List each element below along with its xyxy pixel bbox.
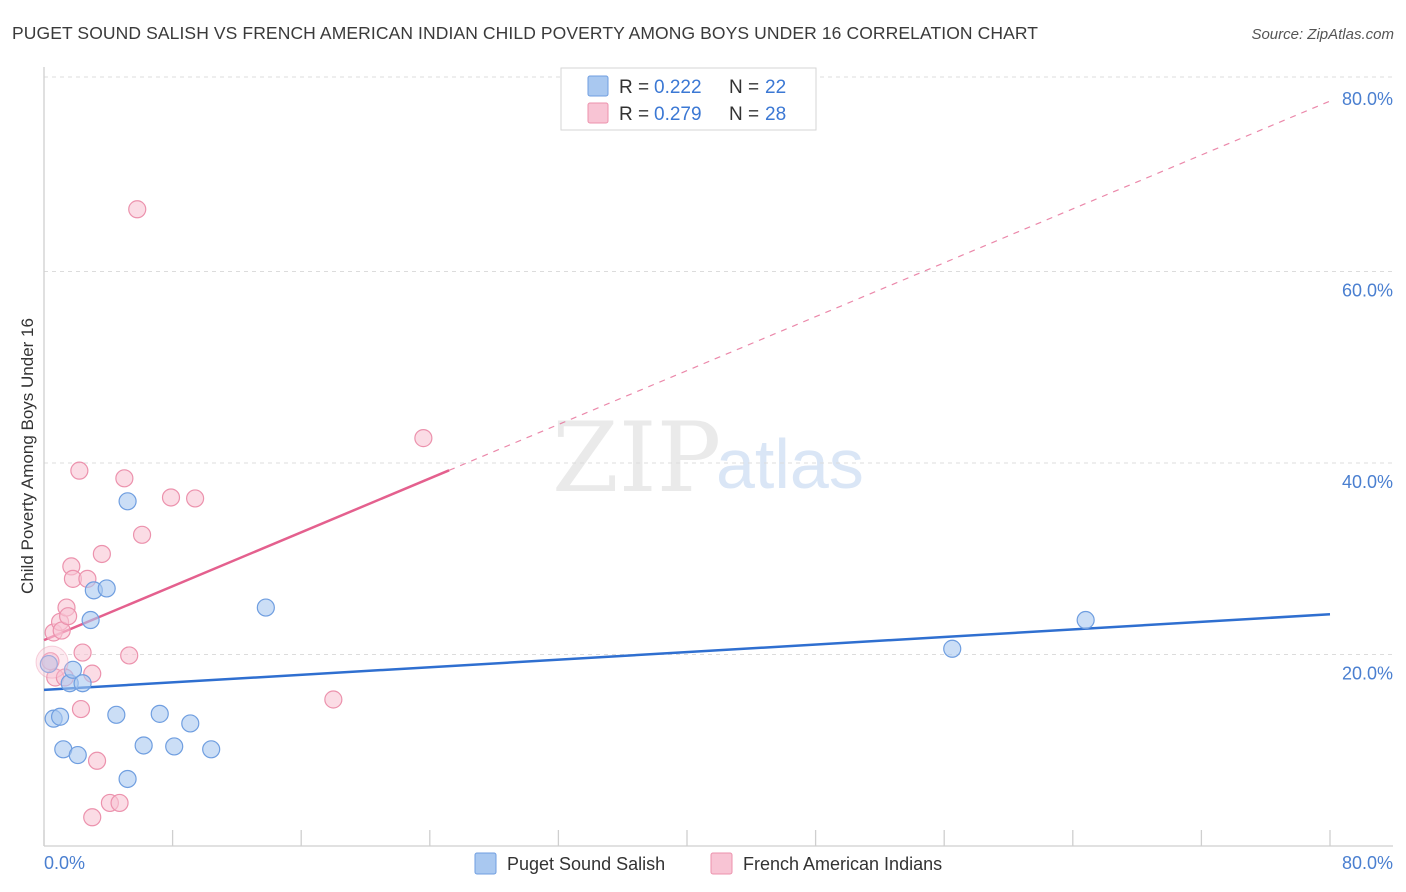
data-point-french[interactable] <box>324 690 343 709</box>
watermark: ZIP atlas <box>552 402 864 514</box>
legend-r-label: R = <box>619 104 649 125</box>
data-point-salish[interactable] <box>97 579 116 598</box>
y-tick-label: 80.0% <box>1342 89 1393 109</box>
data-point-french[interactable] <box>59 607 78 626</box>
watermark-zip-text: ZIP <box>552 402 721 514</box>
data-point-french[interactable] <box>110 793 129 813</box>
data-point-french[interactable] <box>71 699 91 719</box>
legend-n-label: N = <box>729 77 759 98</box>
data-point-salish[interactable] <box>118 492 137 511</box>
data-point-salish[interactable] <box>256 598 275 617</box>
data-point-french[interactable] <box>132 525 152 544</box>
trend-line-french <box>43 469 450 642</box>
y-tick-labels: 20.0% 40.0% 60.0% 80.0% <box>1342 89 1393 684</box>
stats-legend-row-salish: R = 0.222 N = 22 <box>587 75 786 98</box>
data-point-salish[interactable] <box>181 714 200 733</box>
grid-lines <box>44 76 1393 655</box>
data-point-salish[interactable] <box>50 707 70 726</box>
legend-r-label: R = <box>619 77 649 98</box>
x-tick-label-min: 0.0% <box>44 853 85 873</box>
stats-legend: R = 0.222 N = 22 R = 0.279 N = 28 <box>560 67 817 131</box>
legend-n-label: N = <box>729 104 759 125</box>
y-tick-label: 40.0% <box>1342 472 1393 492</box>
series-legend-item-salish[interactable]: Puget Sound Salish <box>474 852 665 875</box>
data-point-salish[interactable] <box>39 654 58 674</box>
data-point-french[interactable] <box>73 643 92 662</box>
legend-swatch-french <box>587 102 609 124</box>
y-tick-label: 60.0% <box>1342 281 1393 301</box>
chart-source: Source: ZipAtlas.com <box>1251 26 1394 43</box>
x-tick-label-max: 80.0% <box>1342 853 1393 873</box>
series-swatch-french <box>710 852 733 875</box>
data-point-salish[interactable] <box>134 736 153 755</box>
y-axis-label: Child Poverty Among Boys Under 16 <box>18 318 37 594</box>
data-point-french[interactable] <box>92 544 111 564</box>
data-point-salish[interactable] <box>118 769 137 789</box>
data-point-french-cluster[interactable] <box>35 645 69 679</box>
legend-n-value: 22 <box>765 77 786 98</box>
data-point-salish[interactable] <box>165 737 184 756</box>
data-point-salish[interactable] <box>1076 610 1095 630</box>
data-point-french[interactable] <box>186 489 205 508</box>
stats-legend-row-french: R = 0.279 N = 28 <box>587 102 786 125</box>
data-point-french[interactable] <box>161 488 181 507</box>
data-point-salish[interactable] <box>943 639 962 658</box>
data-point-salish[interactable] <box>68 745 87 765</box>
data-points <box>35 200 1095 827</box>
series-label-salish: Puget Sound Salish <box>507 854 665 874</box>
chart-title: PUGET SOUND SALISH VS FRENCH AMERICAN IN… <box>12 23 1038 43</box>
data-point-salish[interactable] <box>63 660 83 679</box>
y-tick-label: 20.0% <box>1342 664 1393 684</box>
data-point-french[interactable] <box>83 808 102 827</box>
series-swatch-salish <box>474 852 497 875</box>
data-point-salish[interactable] <box>73 674 92 693</box>
series-legend: Puget Sound Salish French American India… <box>474 852 942 875</box>
data-point-salish[interactable] <box>150 704 169 723</box>
legend-swatch-salish <box>587 75 609 97</box>
series-legend-item-french[interactable]: French American Indians <box>710 852 942 875</box>
axes <box>43 67 1393 847</box>
data-point-french[interactable] <box>70 461 89 480</box>
watermark-atlas-text: atlas <box>716 425 864 503</box>
trend-lines <box>43 100 1331 692</box>
trend-line-french-extension <box>448 100 1331 471</box>
trend-line-salish <box>43 613 1331 692</box>
legend-r-value: 0.279 <box>654 104 702 125</box>
data-point-french[interactable] <box>414 429 433 448</box>
data-point-salish[interactable] <box>202 740 221 759</box>
data-point-french[interactable] <box>128 200 147 219</box>
data-point-salish[interactable] <box>107 705 126 724</box>
data-point-french[interactable] <box>87 751 107 770</box>
legend-n-value: 28 <box>765 104 786 125</box>
data-point-salish[interactable] <box>81 610 100 630</box>
legend-r-value: 0.222 <box>654 77 702 98</box>
data-point-french[interactable] <box>115 469 134 488</box>
series-label-french: French American Indians <box>743 854 942 874</box>
x-tick-marks <box>43 830 1331 846</box>
data-point-french[interactable] <box>120 646 139 665</box>
